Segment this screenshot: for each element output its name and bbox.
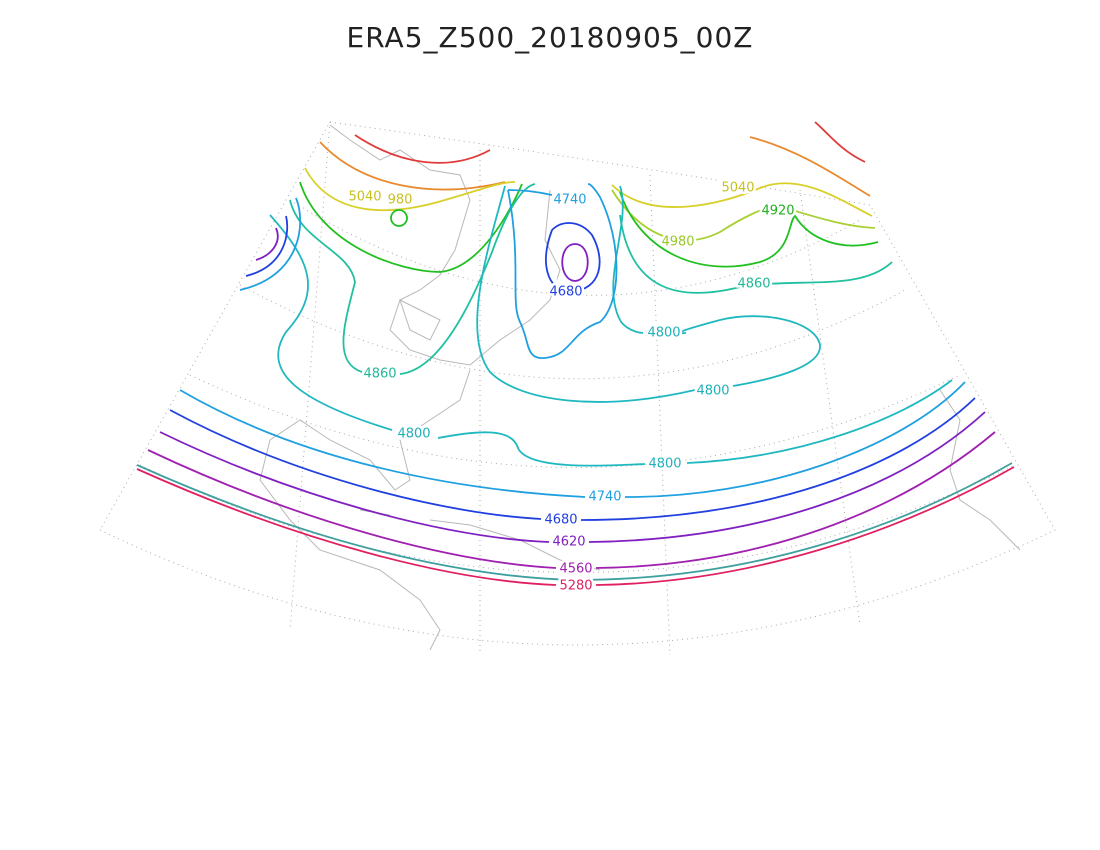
contour-label: 4620 [552, 535, 585, 550]
contour-label: 4860 [363, 367, 396, 382]
contour-label: 4980 [661, 235, 694, 250]
contour-label: 5040 [348, 190, 381, 205]
contour-label: 980 [388, 193, 413, 208]
map-frame [99, 121, 1056, 656]
contour-label: 5280 [559, 579, 592, 594]
contour-label: 4800 [648, 457, 681, 472]
contour-label: 4800 [696, 384, 729, 399]
contour-label: 4920 [761, 204, 794, 219]
contour-label: 4680 [549, 285, 582, 300]
contour-label: 4680 [544, 513, 577, 528]
map-title: ERA5_Z500_20180905_00Z [347, 21, 754, 54]
contour-label: 4860 [737, 277, 770, 292]
contour-label: 4740 [588, 490, 621, 505]
contours [136, 121, 1015, 586]
contour-label: 4800 [647, 326, 680, 341]
contour-label: 5040 [721, 181, 754, 196]
contour-label: 4740 [553, 193, 586, 208]
contour-labels: 5040 980 4740 5040 4920 4980 4680 4860 4… [346, 178, 797, 596]
contour-label: 4800 [397, 427, 430, 442]
contour-label: 4560 [559, 562, 592, 577]
